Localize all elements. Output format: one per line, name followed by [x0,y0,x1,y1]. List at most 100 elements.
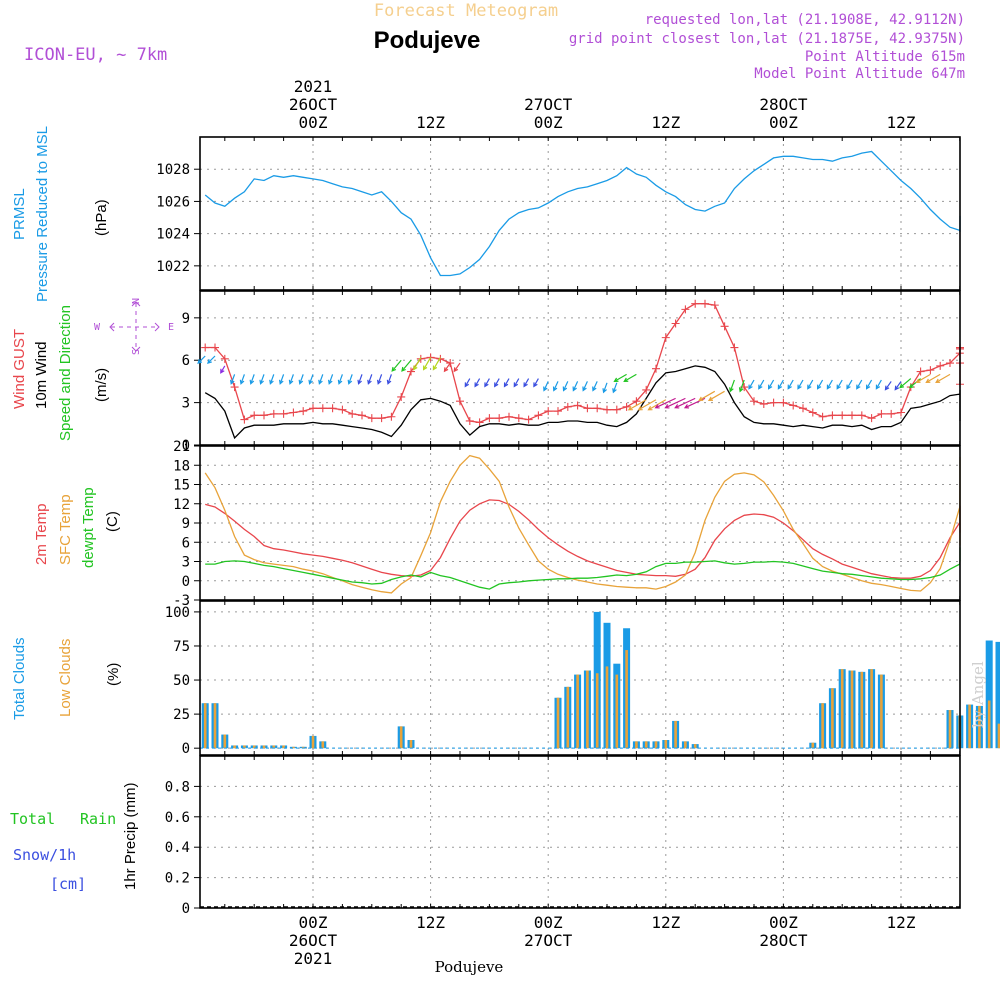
wind-arrow-icon [602,382,608,394]
time-axis-label: 00Z [769,913,798,932]
temperature-ytick-label: 12 [173,497,190,513]
wind-arrow-icon [562,381,569,392]
time-axis-label: 12Z [887,913,916,932]
clouds-ytick-label: 0 [182,741,190,757]
pressure-series-prmsl [204,150,961,277]
low-cloud-bar [821,703,824,749]
wind-arrow-icon [572,381,579,392]
pressure-label-2: Pressure Reduced to MSL [34,126,51,302]
wind-arrow-icon [612,382,618,394]
wind-arrow-icon [443,362,451,373]
gust-marker [779,398,788,407]
wind-arrow-icon [729,379,735,393]
total-cloud-bar [995,641,1000,749]
gust-marker [622,402,631,411]
low-cloud-bar [311,735,315,749]
low-cloud-bar [948,710,952,749]
temperature-frame [199,445,961,601]
low-cloud-bar [625,650,628,749]
wind-arrow-icon [627,399,647,411]
low-cloud-bar [556,697,560,749]
wind-arrow-icon [422,357,432,371]
wind-arrow-icon [777,379,784,390]
footer-location: Podujeve [435,958,504,976]
time-axis-label: 28OCT [759,931,808,950]
temp-sfc-label: SFC Temp [57,494,74,565]
low-cloud-bar [644,741,648,749]
wind-arrow-icon [453,362,461,373]
pressure-frame [199,136,961,291]
wind-arrow-icon [758,379,765,390]
time-axis-label: 26OCT [289,95,338,114]
time-axis-label: 00Z [299,913,328,932]
wind-arrow-icon [865,379,873,390]
low-cloud-bar [664,740,668,749]
gust-marker [759,400,768,409]
wind-arrow-icon [816,379,824,390]
gust-marker [926,366,935,375]
title-location: Podujeve [374,27,481,54]
wind-arrow-icon [826,379,833,390]
gust-marker [397,392,406,401]
precip-ytick-label: 0.2 [165,871,190,887]
clouds-unit: (%) [105,663,122,686]
gust-marker [260,411,268,420]
gust-marker [367,414,376,423]
low-cloud-bar [860,671,864,749]
pressure-ytick-label: 1026 [156,194,190,210]
panel-temperature: -3 0 3 6 9 12 15 18 21 [173,439,961,609]
gust-marker [534,411,543,420]
low-cloud-bar [880,674,883,749]
low-cloud-bar [262,745,266,749]
gust-marker [220,354,229,363]
temperature-series-2m-temp [205,499,961,579]
wind-arrow-icon [748,379,755,390]
gust-marker [299,407,308,416]
gust-marker [818,412,827,421]
gust-marker [524,415,533,424]
wind-arrow-icon [738,379,745,393]
gust-marker [495,414,504,423]
gust-marker [240,415,249,424]
clouds-ytick-label: 100 [165,605,190,621]
time-axis-label: 12Z [416,113,445,132]
wind-arrow-icon [846,379,853,390]
gust-marker [289,408,298,417]
wind-arrow-icon [533,378,539,388]
gust-marker [652,364,660,373]
precip-frame [199,755,961,909]
wind-ytick-label: 9 [182,311,190,327]
low-clouds-label: Low Clouds [57,639,74,717]
low-cloud-bar [684,741,687,749]
wind-ytick-label: 0 [182,438,190,454]
gust-marker [720,322,729,331]
low-cloud-bar [595,673,599,749]
temperature-ytick-label: 0 [182,574,190,590]
low-cloud-bar [605,666,609,749]
low-cloud-bar [409,740,413,749]
gust-marker [769,398,778,407]
low-cloud-bar [233,745,236,749]
time-axis-label: 12Z [651,913,680,932]
wind-arrow-icon [357,374,363,385]
low-cloud-bar [223,734,227,749]
wind-arrow-icon [401,359,412,372]
gust-marker [201,343,210,352]
time-axis-label: 27OCT [524,95,573,114]
wind-10m-label: 10m Wind [33,341,50,409]
wind-arrow-icon [592,381,598,392]
temperature-ytick-label: 18 [173,458,190,474]
pressure-ytick-label: 1022 [156,259,190,275]
gust-marker [465,416,474,425]
wind-arrow-icon [523,378,530,388]
panel-wind: 0 3 6 9 [182,290,964,454]
gust-marker [691,299,700,308]
wind-arrow-icon [197,355,206,364]
gust-marker [269,409,278,418]
gust-marker [603,405,611,414]
wind-arrow-icon [249,374,255,385]
wind-frame [199,290,961,446]
gust-marker [710,301,719,310]
gust-marker [857,411,866,420]
gust-marker [318,404,327,413]
